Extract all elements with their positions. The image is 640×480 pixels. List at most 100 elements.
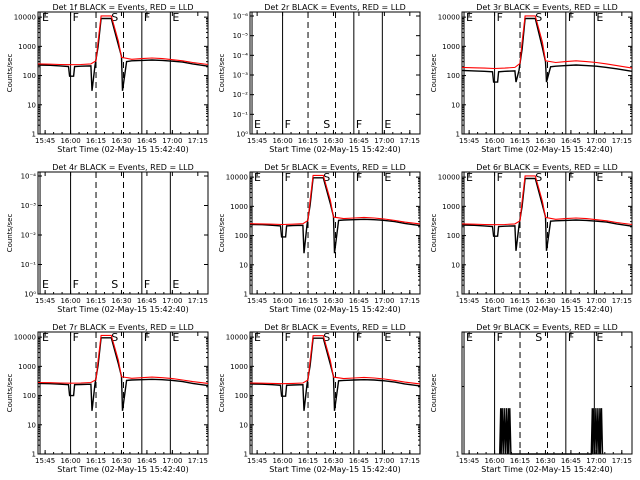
- x-tick-label: 17:00: [586, 457, 606, 465]
- marker-label: E: [466, 331, 473, 344]
- x-tick-label: 16:00: [60, 137, 80, 145]
- x-tick-label: 17:00: [162, 457, 182, 465]
- x-tick-label: 16:30: [111, 297, 131, 305]
- x-tick-label: 16:15: [86, 457, 106, 465]
- x-tick-label: 17:15: [400, 137, 420, 145]
- y-axis-label: Counts/sec: [430, 54, 438, 93]
- series-line-lld: [37, 334, 209, 384]
- x-tick-label: 16:15: [86, 297, 106, 305]
- x-axis-label: Start Time (02-May-15 15:42:40): [269, 145, 400, 154]
- y-tick-label: 10⁻⁴: [233, 52, 249, 60]
- marker-label: E: [384, 118, 391, 131]
- x-axis-label: Start Time (02-May-15 15:42:40): [269, 465, 400, 474]
- panel-title: Det 1f BLACK = Events, RED = LLD: [52, 3, 193, 12]
- y-tick-label: 10: [27, 421, 36, 429]
- panel-title: Det 9r BLACK = Events, RED = LLD: [476, 323, 618, 332]
- x-tick-label: 17:00: [162, 137, 182, 145]
- y-tick-label: 10: [239, 421, 248, 429]
- series-line-events: [249, 337, 421, 411]
- series-line-lld: [249, 335, 421, 385]
- marker-label: E: [596, 11, 603, 24]
- x-tick-label: 17:00: [374, 137, 394, 145]
- x-tick-label: 16:45: [349, 457, 369, 465]
- y-tick-label: 1: [32, 131, 36, 139]
- y-tick-label: 10000: [438, 14, 460, 22]
- x-axis-label: Start Time (02-May-15 15:42:40): [269, 305, 400, 314]
- x-tick-label: 16:45: [137, 297, 157, 305]
- y-tick-label: 1: [456, 291, 460, 299]
- marker-label: F: [356, 331, 362, 344]
- marker-label: F: [73, 11, 79, 24]
- y-tick-label: 1000: [18, 363, 36, 371]
- y-tick-label: 10⁰: [236, 131, 248, 139]
- x-tick-label: 16:15: [86, 137, 106, 145]
- panel-title: Det 3r BLACK = Events, RED = LLD: [476, 3, 618, 12]
- x-tick-label: 16:30: [323, 297, 343, 305]
- plot-frame: [249, 11, 421, 135]
- marker-label: E: [384, 171, 391, 184]
- y-axis-label: Counts/sec: [218, 54, 226, 93]
- x-tick-label: 16:30: [111, 137, 131, 145]
- marker-label: F: [497, 171, 503, 184]
- marker-label: F: [356, 118, 362, 131]
- marker-label: S: [535, 331, 542, 344]
- marker-label: S: [111, 331, 118, 344]
- series-line-events: [461, 177, 633, 251]
- plot-frame: [461, 171, 633, 295]
- panel-title: Det 6r BLACK = Events, RED = LLD: [476, 163, 618, 172]
- y-tick-label: 100: [23, 392, 36, 400]
- marker-label: E: [466, 11, 473, 24]
- x-tick-label: 17:15: [188, 297, 208, 305]
- plot-frame: [461, 331, 633, 455]
- y-tick-label: 10000: [438, 174, 460, 182]
- marker-label: S: [535, 171, 542, 184]
- panel-title: Det 2r BLACK = Events, RED = LLD: [264, 3, 406, 12]
- panel-4: Det 4r BLACK = Events, RED = LLD E F S F E 15:…: [6, 163, 209, 314]
- y-tick-label: 100: [447, 72, 460, 80]
- x-tick-label: 16:00: [60, 297, 80, 305]
- x-axis-label: Start Time (02-May-15 15:42:40): [57, 145, 188, 154]
- y-tick-label: 10: [451, 261, 460, 269]
- plot-frame: [37, 11, 209, 135]
- x-tick-label: 17:15: [612, 297, 632, 305]
- x-tick-label: 15:45: [247, 457, 267, 465]
- y-tick-label: 100: [235, 392, 248, 400]
- x-tick-label: 16:15: [510, 137, 530, 145]
- y-tick-label: 10⁻⁶: [233, 13, 249, 21]
- x-tick-label: 15:45: [247, 137, 267, 145]
- y-tick-label: 1: [32, 451, 36, 459]
- x-tick-label: 16:45: [137, 457, 157, 465]
- x-axis-label: Start Time (02-May-15 15:42:40): [481, 305, 612, 314]
- x-tick-label: 17:15: [612, 457, 632, 465]
- y-tick-label: 1: [456, 451, 460, 459]
- marker-label: S: [111, 11, 118, 24]
- x-tick-label: 16:15: [510, 457, 530, 465]
- y-tick-label: 10⁻³: [233, 72, 249, 80]
- series-line-lld: [461, 175, 633, 226]
- marker-label: F: [144, 278, 150, 291]
- plot-frame: [249, 171, 421, 295]
- x-axis-label: Start Time (02-May-15 15:42:40): [481, 465, 612, 474]
- x-tick-label: 16:00: [272, 297, 292, 305]
- y-tick-label: 1: [456, 131, 460, 139]
- y-tick-label: 100: [235, 232, 248, 240]
- y-tick-label: 10000: [226, 174, 248, 182]
- x-tick-label: 16:15: [298, 137, 318, 145]
- marker-label: F: [73, 331, 79, 344]
- x-tick-label: 16:45: [561, 137, 581, 145]
- x-tick-label: 15:45: [459, 457, 479, 465]
- marker-label: F: [144, 11, 150, 24]
- marker-label: F: [73, 278, 79, 291]
- y-axis-label: Counts/sec: [6, 214, 14, 253]
- marker-label: F: [285, 171, 291, 184]
- y-tick-label: 100: [23, 72, 36, 80]
- x-tick-label: 17:15: [188, 457, 208, 465]
- marker-label: F: [568, 171, 574, 184]
- x-tick-label: 16:00: [60, 457, 80, 465]
- y-axis-label: Counts/sec: [218, 214, 226, 253]
- marker-label: F: [285, 118, 291, 131]
- marker-label: S: [535, 11, 542, 24]
